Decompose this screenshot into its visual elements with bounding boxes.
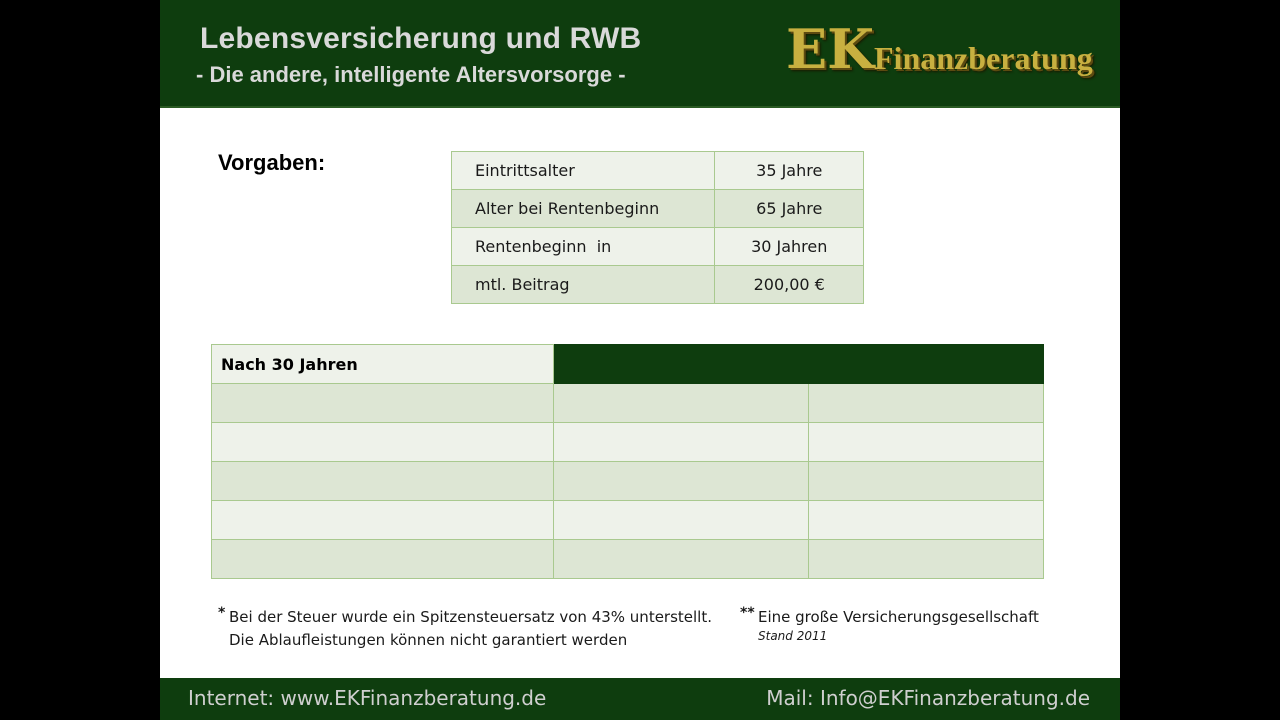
page-title: Lebensversicherung und RWB [200,22,642,55]
footnote-marker: ** [740,605,755,621]
logo-ek-text: EK [786,17,875,81]
footnote-insurer-line1: Eine große Versicherungsgesellschaft [758,608,1039,626]
logo-name-text: Finanzberatung [874,40,1093,76]
page-subtitle: - Die andere, intelligente Altersvorsorg… [196,62,626,87]
table-cell [552,500,810,540]
table-cell [808,500,1044,540]
table-row [211,500,1044,540]
table-cell [211,461,554,501]
footnote-tax-line2: Die Ablaufleistungen können nicht garant… [229,631,628,649]
param-value: 65 Jahre [714,189,864,228]
table-cell [211,539,554,579]
param-value: 30 Jahren [714,227,864,266]
table-row [211,422,1044,462]
results-header-cell [552,344,810,384]
table-cell [211,383,554,423]
table-cell [552,461,810,501]
footer-bar: Internet: www.EKFinanzberatung.de Mail: … [160,678,1120,720]
table-cell [808,383,1044,423]
table-row: Rentenbeginn in 30 Jahren [450,227,864,266]
results-table: Nach 30 Jahren [211,344,1044,579]
footnote-tax-line1: Bei der Steuer wurde ein Spitzensteuersa… [229,608,713,626]
table-cell [211,422,554,462]
table-cell [808,461,1044,501]
table-cell [211,500,554,540]
param-label: Rentenbeginn in [450,227,716,266]
results-header-cell [808,344,1044,384]
table-row: mtl. Beitrag 200,00 € [450,265,864,304]
footnote-tax: * Bei der Steuer wurde ein Spitzensteuer… [218,605,713,652]
footnote-insurer-date: Stand 2011 [758,629,828,643]
table-cell [552,383,810,423]
param-value: 200,00 € [714,265,864,304]
footer-email: Mail: Info@EKFinanzberatung.de [766,686,1090,710]
results-header-row: Nach 30 Jahren [211,344,1044,384]
table-row [211,383,1044,423]
footnote-insurer: ** Eine große Versicherungsgesellschaft … [740,605,1039,643]
table-row [211,539,1044,579]
results-header-label: Nach 30 Jahren [211,344,554,384]
param-label: mtl. Beitrag [450,265,716,304]
param-label: Alter bei Rentenbeginn [450,189,716,228]
table-cell [808,422,1044,462]
table-cell [552,422,810,462]
vorgaben-table: Eintrittsalter 35 Jahre Alter bei Renten… [450,151,864,304]
header-banner: Lebensversicherung und RWB - Die andere,… [160,0,1120,108]
slide: Lebensversicherung und RWB - Die andere,… [160,0,1120,720]
vorgaben-heading: Vorgaben: [218,150,326,175]
footnote-marker: * [218,605,226,621]
table-row: Eintrittsalter 35 Jahre [450,151,864,190]
param-value: 35 Jahre [714,151,864,190]
table-cell [552,539,810,579]
table-cell [808,539,1044,579]
table-row [211,461,1044,501]
footer-website: Internet: www.EKFinanzberatung.de [188,686,547,710]
ek-finanzberatung-logo: EK Finanzberatung [784,18,1108,84]
table-row: Alter bei Rentenbeginn 65 Jahre [450,189,864,228]
param-label: Eintrittsalter [450,151,716,190]
